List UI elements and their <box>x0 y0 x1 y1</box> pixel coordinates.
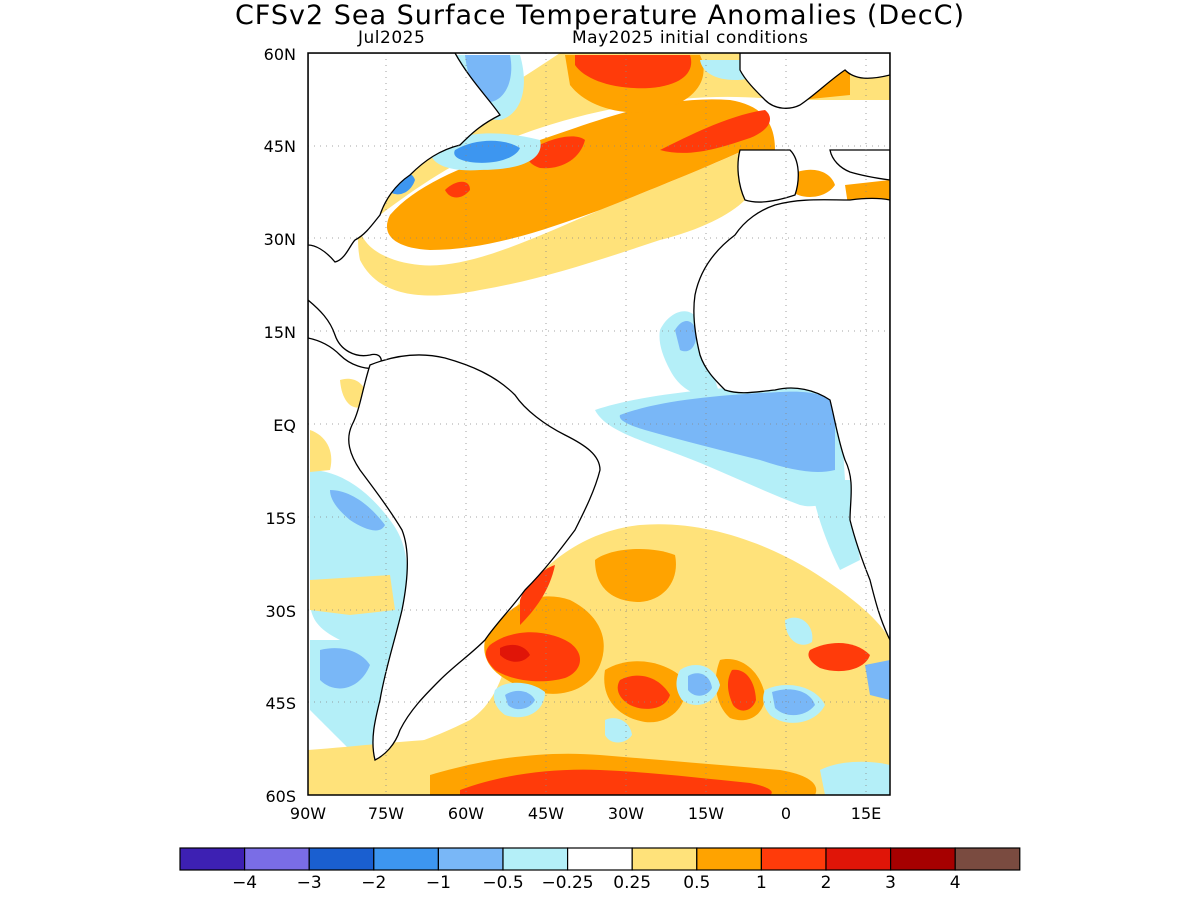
cool-anomaly-region <box>659 311 720 397</box>
warm-anomaly-region <box>727 669 756 711</box>
colorbar-swatch <box>437 847 504 871</box>
lon-label: 90W <box>290 804 326 823</box>
south-america <box>348 354 601 761</box>
warm-anomaly-region <box>386 99 775 250</box>
colorbar-swatch <box>889 847 956 871</box>
colorbar-label: 4 <box>950 873 961 893</box>
cool-anomaly-region <box>785 617 813 645</box>
anomaly-field <box>308 53 890 795</box>
colorbar-label: −0.5 <box>482 873 523 893</box>
warm-anomaly-region <box>310 575 395 615</box>
lat-label: 15S <box>265 509 296 528</box>
cool-anomaly-region <box>619 391 835 472</box>
cool-anomaly-region <box>865 660 890 700</box>
init-conditions-label: May2025 initial conditions <box>572 28 809 48</box>
cool-anomaly-region <box>605 718 632 743</box>
cool-anomaly-region <box>675 321 697 352</box>
cool-anomaly-region <box>505 690 535 710</box>
lon-label: 0 <box>781 804 791 823</box>
lon-label: 75W <box>368 804 404 823</box>
colorbar-label: 0.5 <box>683 873 710 893</box>
lat-label: 15N <box>264 323 296 342</box>
warm-anomaly-region <box>575 55 692 89</box>
cool-anomaly-region <box>772 689 815 716</box>
warm-anomaly-region <box>520 565 555 625</box>
lon-label: 45W <box>528 804 564 823</box>
colorbar-swatch <box>308 847 375 871</box>
warm-anomaly-region <box>500 644 530 662</box>
colorbar-swatch <box>825 847 892 871</box>
colorbar-swatch <box>179 847 246 871</box>
lat-label: EQ <box>273 416 296 435</box>
colorbar-swatches <box>179 847 1021 871</box>
lat-label: 45N <box>264 137 296 156</box>
colorbar-label: −3 <box>297 873 322 893</box>
colorbar: −4 −3 −2 −1 −0.5 −0.25 0.25 0.5 1 2 3 4 <box>179 847 1021 893</box>
colorbar-labels: −4 −3 −2 −1 −0.5 −0.25 0.25 0.5 1 2 3 4 <box>232 873 961 893</box>
warm-anomaly-region <box>527 136 585 169</box>
warm-anomaly-region <box>660 110 770 153</box>
lon-label: 15W <box>688 804 724 823</box>
cool-anomaly-region <box>688 673 712 696</box>
colorbar-label: −2 <box>361 873 386 893</box>
cool-anomaly-region <box>330 490 385 531</box>
colorbar-label: 1 <box>756 873 767 893</box>
lat-label: 30S <box>265 602 296 621</box>
iberia <box>737 149 799 203</box>
greenland-europe <box>739 53 890 109</box>
colorbar-swatch <box>566 847 633 871</box>
colorbar-swatch <box>244 847 310 871</box>
warm-anomaly-region <box>460 769 772 795</box>
lon-label: 60W <box>448 804 484 823</box>
italy <box>829 149 890 181</box>
map-frame <box>307 52 891 796</box>
cool-anomaly-region <box>820 761 890 795</box>
colorbar-label: 3 <box>885 873 896 893</box>
warm-anomaly-region <box>340 378 366 408</box>
north-america <box>308 53 501 263</box>
lat-label: 30N <box>264 230 296 249</box>
colorbar-swatch <box>760 847 827 871</box>
valid-month-label: Jul2025 <box>358 28 426 48</box>
warm-anomaly-region <box>617 675 670 709</box>
land <box>308 53 890 761</box>
colorbar-swatch <box>954 847 1021 871</box>
warm-anomaly-region <box>310 430 332 472</box>
warm-anomaly-region <box>808 643 870 672</box>
lon-label: 15E <box>851 804 881 823</box>
colorbar-label: 2 <box>821 873 832 893</box>
colorbar-label: 0.25 <box>613 873 651 893</box>
colorbar-swatch <box>631 847 698 871</box>
africa <box>693 197 890 641</box>
warm-anomaly-region <box>485 632 580 682</box>
cool-anomaly-region <box>320 648 370 689</box>
colorbar-swatch <box>373 847 439 871</box>
lat-label: 60S <box>265 787 296 806</box>
cool-anomaly-region <box>810 480 860 570</box>
colorbar-label: −1 <box>426 873 451 893</box>
map-title: CFSv2 Sea Surface Temperature Anomalies … <box>234 0 966 31</box>
lon-label: 30W <box>608 804 644 823</box>
longitude-axis: 90W 75W 60W 45W 30W 15W 0 15E <box>290 804 881 823</box>
colorbar-swatch <box>502 847 569 871</box>
lat-label: 60N <box>264 45 296 64</box>
warm-anomaly-region <box>595 548 676 602</box>
colorbar-label: −4 <box>232 873 257 893</box>
lat-label: 45S <box>265 694 296 713</box>
gridlines <box>308 53 890 795</box>
colorbar-label: −0.25 <box>542 873 594 893</box>
latitude-axis: 60N 45N 30N 15N EQ 15S 30S 45S 60S <box>264 45 296 806</box>
warm-anomaly-region <box>445 181 470 198</box>
central-america <box>308 299 382 370</box>
colorbar-swatch <box>696 847 762 871</box>
